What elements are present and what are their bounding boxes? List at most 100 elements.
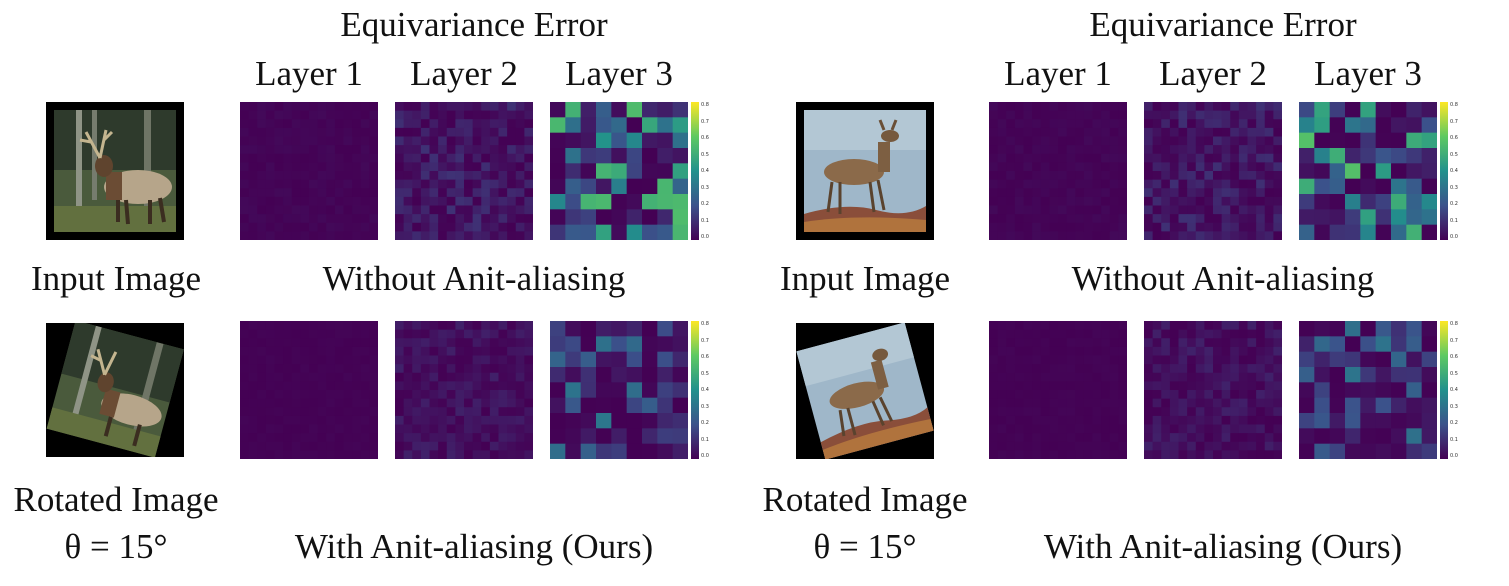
heatmap-cell <box>580 209 597 226</box>
heatmap-cell <box>1213 102 1223 112</box>
heatmap-cell <box>369 329 378 339</box>
heatmap-cell <box>412 102 422 112</box>
heatmap-cell <box>989 355 999 365</box>
heatmap-cell <box>1040 145 1050 155</box>
colorbar-tick-label: 0.7 <box>1450 337 1458 344</box>
heatmap-cell <box>395 102 405 112</box>
heatmap-cell <box>420 110 431 120</box>
heatmap-cell <box>1058 372 1068 382</box>
heatmap-cell <box>1213 424 1223 434</box>
heatmap-cell <box>1221 424 1231 434</box>
heatmap-cell <box>989 338 999 348</box>
heatmap-cell <box>438 415 448 426</box>
heatmap-cell <box>352 188 362 198</box>
heatmap-cell <box>455 179 465 189</box>
heatmap-cell <box>489 179 500 189</box>
heatmap-cell <box>1109 381 1119 391</box>
heatmap-cell <box>1230 346 1240 357</box>
heatmap-cell <box>596 382 612 399</box>
heatmap-cell <box>429 196 439 207</box>
heatmap-cell <box>446 364 456 374</box>
heatmap-cell <box>507 346 517 357</box>
heatmap-cell <box>412 424 422 434</box>
heatmap-cell <box>1187 329 1197 339</box>
heatmap-cell <box>1264 329 1274 339</box>
heatmap-cell <box>596 102 612 118</box>
heatmap-cell <box>1264 171 1274 181</box>
heatmap-cell <box>1083 231 1094 240</box>
heatmap-cell <box>1032 364 1042 374</box>
heatmap-cell <box>1144 433 1154 443</box>
heatmap-cell <box>1040 188 1050 198</box>
heatmap-cell <box>1032 381 1042 391</box>
heatmap-cell <box>1230 171 1240 181</box>
heatmap-cell <box>1221 398 1231 408</box>
heatmap-cell <box>626 321 643 337</box>
heatmap-cell <box>420 214 431 224</box>
heatmap-cell <box>1040 136 1050 146</box>
heatmap-cell <box>1023 329 1033 339</box>
heatmap-cell <box>317 179 327 189</box>
heatmap-cell <box>1273 153 1282 163</box>
heatmap-cell <box>1406 321 1423 337</box>
heatmap-cell <box>489 364 500 374</box>
heatmap-cell <box>515 231 525 240</box>
heatmap-cell <box>352 390 362 400</box>
heatmap-cell <box>317 214 327 224</box>
heatmap-cell <box>352 231 362 240</box>
heatmap-cell <box>1375 382 1392 399</box>
heatmap-cell <box>240 381 250 391</box>
heatmap-cell <box>580 321 597 337</box>
heatmap-cell <box>1264 381 1274 391</box>
heatmap-cell <box>1092 153 1102 163</box>
heatmap-cell <box>395 433 405 443</box>
heatmap-cell <box>1204 179 1214 189</box>
heatmap-cell <box>265 188 276 198</box>
heatmap-cell <box>248 338 258 348</box>
heatmap-cell <box>240 398 250 408</box>
heatmap-cell <box>596 428 612 445</box>
heatmap-cell <box>1014 415 1025 426</box>
heatmap-cell <box>274 338 284 348</box>
heatmap-cell <box>326 127 336 138</box>
heatmap-cell <box>1264 136 1274 146</box>
heatmap-cell <box>1040 372 1050 382</box>
heatmap-cell <box>1314 102 1331 118</box>
heatmap-cell <box>412 119 422 129</box>
heatmap-cell <box>369 171 378 181</box>
heatmap-cell <box>274 231 284 240</box>
heatmap-cell <box>248 196 258 207</box>
heatmap-cell <box>611 117 628 134</box>
heatmap-cell <box>1023 127 1033 138</box>
heatmap-cell <box>1144 364 1154 374</box>
heatmap-cell <box>395 329 405 339</box>
heatmap-cell <box>291 162 301 172</box>
heatmap-cell <box>1314 397 1331 414</box>
heatmap-cell <box>1092 231 1102 240</box>
heatmap-cell <box>524 222 533 232</box>
heatmap-cell <box>472 321 482 331</box>
heatmap-cell <box>369 424 378 434</box>
heatmap-cell <box>989 329 999 339</box>
heatmap-cell <box>1075 441 1085 451</box>
heatmap-cell <box>446 390 456 400</box>
heatmap-cell <box>1014 162 1025 172</box>
heatmap-cell <box>1049 346 1059 357</box>
heatmap-cell <box>309 110 319 120</box>
heatmap-cell <box>265 450 276 459</box>
heatmap-cell <box>657 397 674 414</box>
heatmap-cell <box>672 397 688 414</box>
heatmap-cell <box>1375 102 1392 118</box>
heatmap-cell <box>429 321 439 331</box>
heatmap-cell <box>1144 110 1154 120</box>
heatmap-cell <box>326 136 336 146</box>
heatmap-cell <box>1152 329 1162 339</box>
heatmap-cell <box>1178 364 1188 374</box>
heatmap-cell <box>507 188 517 198</box>
heatmap-cell <box>1299 428 1315 445</box>
heatmap-cell <box>1058 145 1068 155</box>
heatmap-cell <box>257 329 267 339</box>
heatmap-cell <box>1178 372 1188 382</box>
heatmap-cell <box>1264 127 1274 138</box>
heatmap-cell <box>1273 398 1282 408</box>
